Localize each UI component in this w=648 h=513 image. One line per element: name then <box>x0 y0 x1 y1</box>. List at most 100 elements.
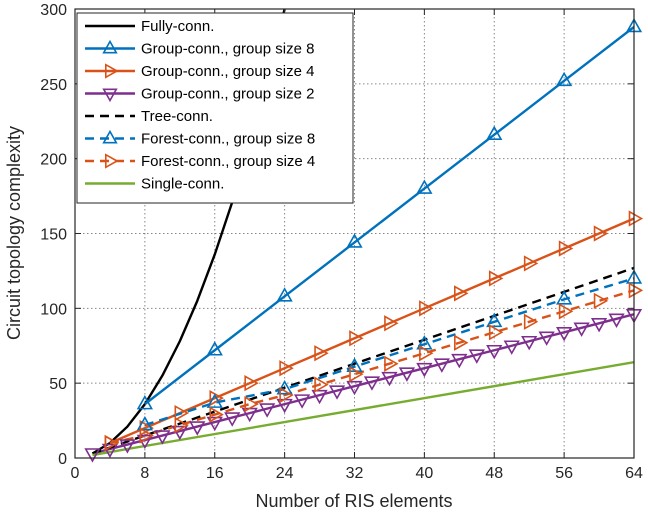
series-3-point <box>558 240 574 257</box>
series-7-point <box>384 355 399 372</box>
series-4-point <box>538 331 555 346</box>
series-3-point <box>349 330 364 347</box>
series-7-point <box>558 303 574 320</box>
series-line-7 <box>109 289 634 445</box>
x-tick-label: 0 <box>71 465 80 482</box>
series-7-point <box>523 313 539 330</box>
legend-marker-7 <box>105 153 119 169</box>
x-tick-label: 56 <box>555 465 573 482</box>
series-7-point <box>419 345 434 362</box>
series-3-point <box>593 225 609 242</box>
legend-marker-2 <box>102 39 118 54</box>
y-tick-label: 100 <box>40 301 67 318</box>
series-4-point <box>521 335 538 351</box>
series-6-point <box>206 393 223 408</box>
legend-label-8: Single-conn. <box>141 176 224 193</box>
series-4-point <box>206 416 223 432</box>
series-7-point <box>279 387 294 404</box>
x-tick-label: 32 <box>346 465 364 482</box>
series-4-point <box>556 326 573 342</box>
series-line-3 <box>109 217 634 445</box>
legend-marker-3 <box>105 63 119 79</box>
series-4-point <box>224 412 241 427</box>
series-line-6 <box>144 277 634 427</box>
legend-marker-6 <box>102 129 118 144</box>
legend-box <box>76 12 354 204</box>
series-4-point <box>468 349 485 364</box>
series-4-point <box>573 322 590 337</box>
series-6-point <box>136 415 153 431</box>
series-3-point <box>384 315 399 332</box>
legend-label-3: Group-conn., group size 4 <box>141 63 314 80</box>
series-2-point <box>136 394 153 410</box>
series-3-point <box>628 210 644 227</box>
series-4-point <box>154 430 171 445</box>
series-line-2 <box>144 26 634 406</box>
series-3-point <box>419 300 434 317</box>
series-7-point <box>349 366 364 383</box>
series-3-point <box>454 285 469 302</box>
series-2-point <box>206 341 223 356</box>
series-4-point <box>451 353 468 369</box>
series-2-point <box>486 125 503 141</box>
series-6-point <box>556 290 573 305</box>
legend-label-6: Forest-conn., group size 8 <box>141 131 315 148</box>
legend-label-5: Tree-conn. <box>141 108 213 125</box>
series-4-point <box>84 448 101 463</box>
series-4-point <box>189 421 206 436</box>
series-4-point <box>119 439 136 454</box>
series-7-point <box>628 282 644 299</box>
series-7-point <box>139 427 155 444</box>
series-3-point <box>209 390 224 407</box>
x-tick-label: 8 <box>140 465 149 482</box>
y-tick-label: 200 <box>40 152 67 169</box>
series-3-point <box>314 345 329 362</box>
series-4-point <box>433 358 450 373</box>
legend-marker-4 <box>102 88 118 103</box>
x-tick-label: 64 <box>625 465 643 482</box>
series-7-point <box>209 406 224 423</box>
series-4-point <box>398 367 416 382</box>
series-4-point <box>311 389 328 405</box>
series-4-point <box>416 362 433 378</box>
series-4-point <box>101 443 119 459</box>
series-6-point <box>486 312 503 328</box>
series-3-point <box>279 360 294 377</box>
series-4-point <box>590 317 608 333</box>
series-7-point <box>593 292 609 309</box>
series-4-point <box>346 380 363 396</box>
series-4-point <box>293 394 311 409</box>
x-tick-label: 16 <box>206 465 224 482</box>
legend-label-2: Group-conn., group size 8 <box>141 41 314 58</box>
series-4-point <box>608 313 625 328</box>
series-3-point <box>174 404 189 422</box>
x-tick-label: 48 <box>485 465 503 482</box>
series-2-point <box>556 71 573 87</box>
series-4-point <box>328 385 346 400</box>
x-tick-label: 24 <box>276 465 294 482</box>
x-axis-label: Number of RIS elements <box>255 491 452 511</box>
series-6-point <box>346 357 363 373</box>
ticks: 0 8 16 24 32 40 48 56 64 0 50 100 150 200 250 300 <box>40 2 643 482</box>
series-4-point <box>259 403 276 418</box>
series-4-point <box>503 340 520 355</box>
series-7-point <box>454 334 469 351</box>
y-tick-label: 150 <box>40 227 67 244</box>
series-line-8 <box>92 361 634 457</box>
series-2-point <box>346 233 363 248</box>
series-2-point <box>416 179 433 194</box>
legend-label-4: Group-conn., group size 2 <box>141 86 314 103</box>
series-7-point <box>244 396 259 413</box>
y-tick-label: 0 <box>58 451 67 468</box>
series-3-point <box>488 270 504 287</box>
legend-label-7: Forest-conn., group size 4 <box>141 153 315 170</box>
y-tick-label: 300 <box>40 2 67 19</box>
y-tick-label: 250 <box>40 77 67 94</box>
series-3-point <box>523 255 539 272</box>
y-axis-label: Circuit topology complexity <box>4 126 24 340</box>
series-7-point <box>488 324 504 341</box>
series-6-point <box>276 380 293 395</box>
series-4-point <box>486 344 503 360</box>
series-4-point <box>363 376 381 391</box>
